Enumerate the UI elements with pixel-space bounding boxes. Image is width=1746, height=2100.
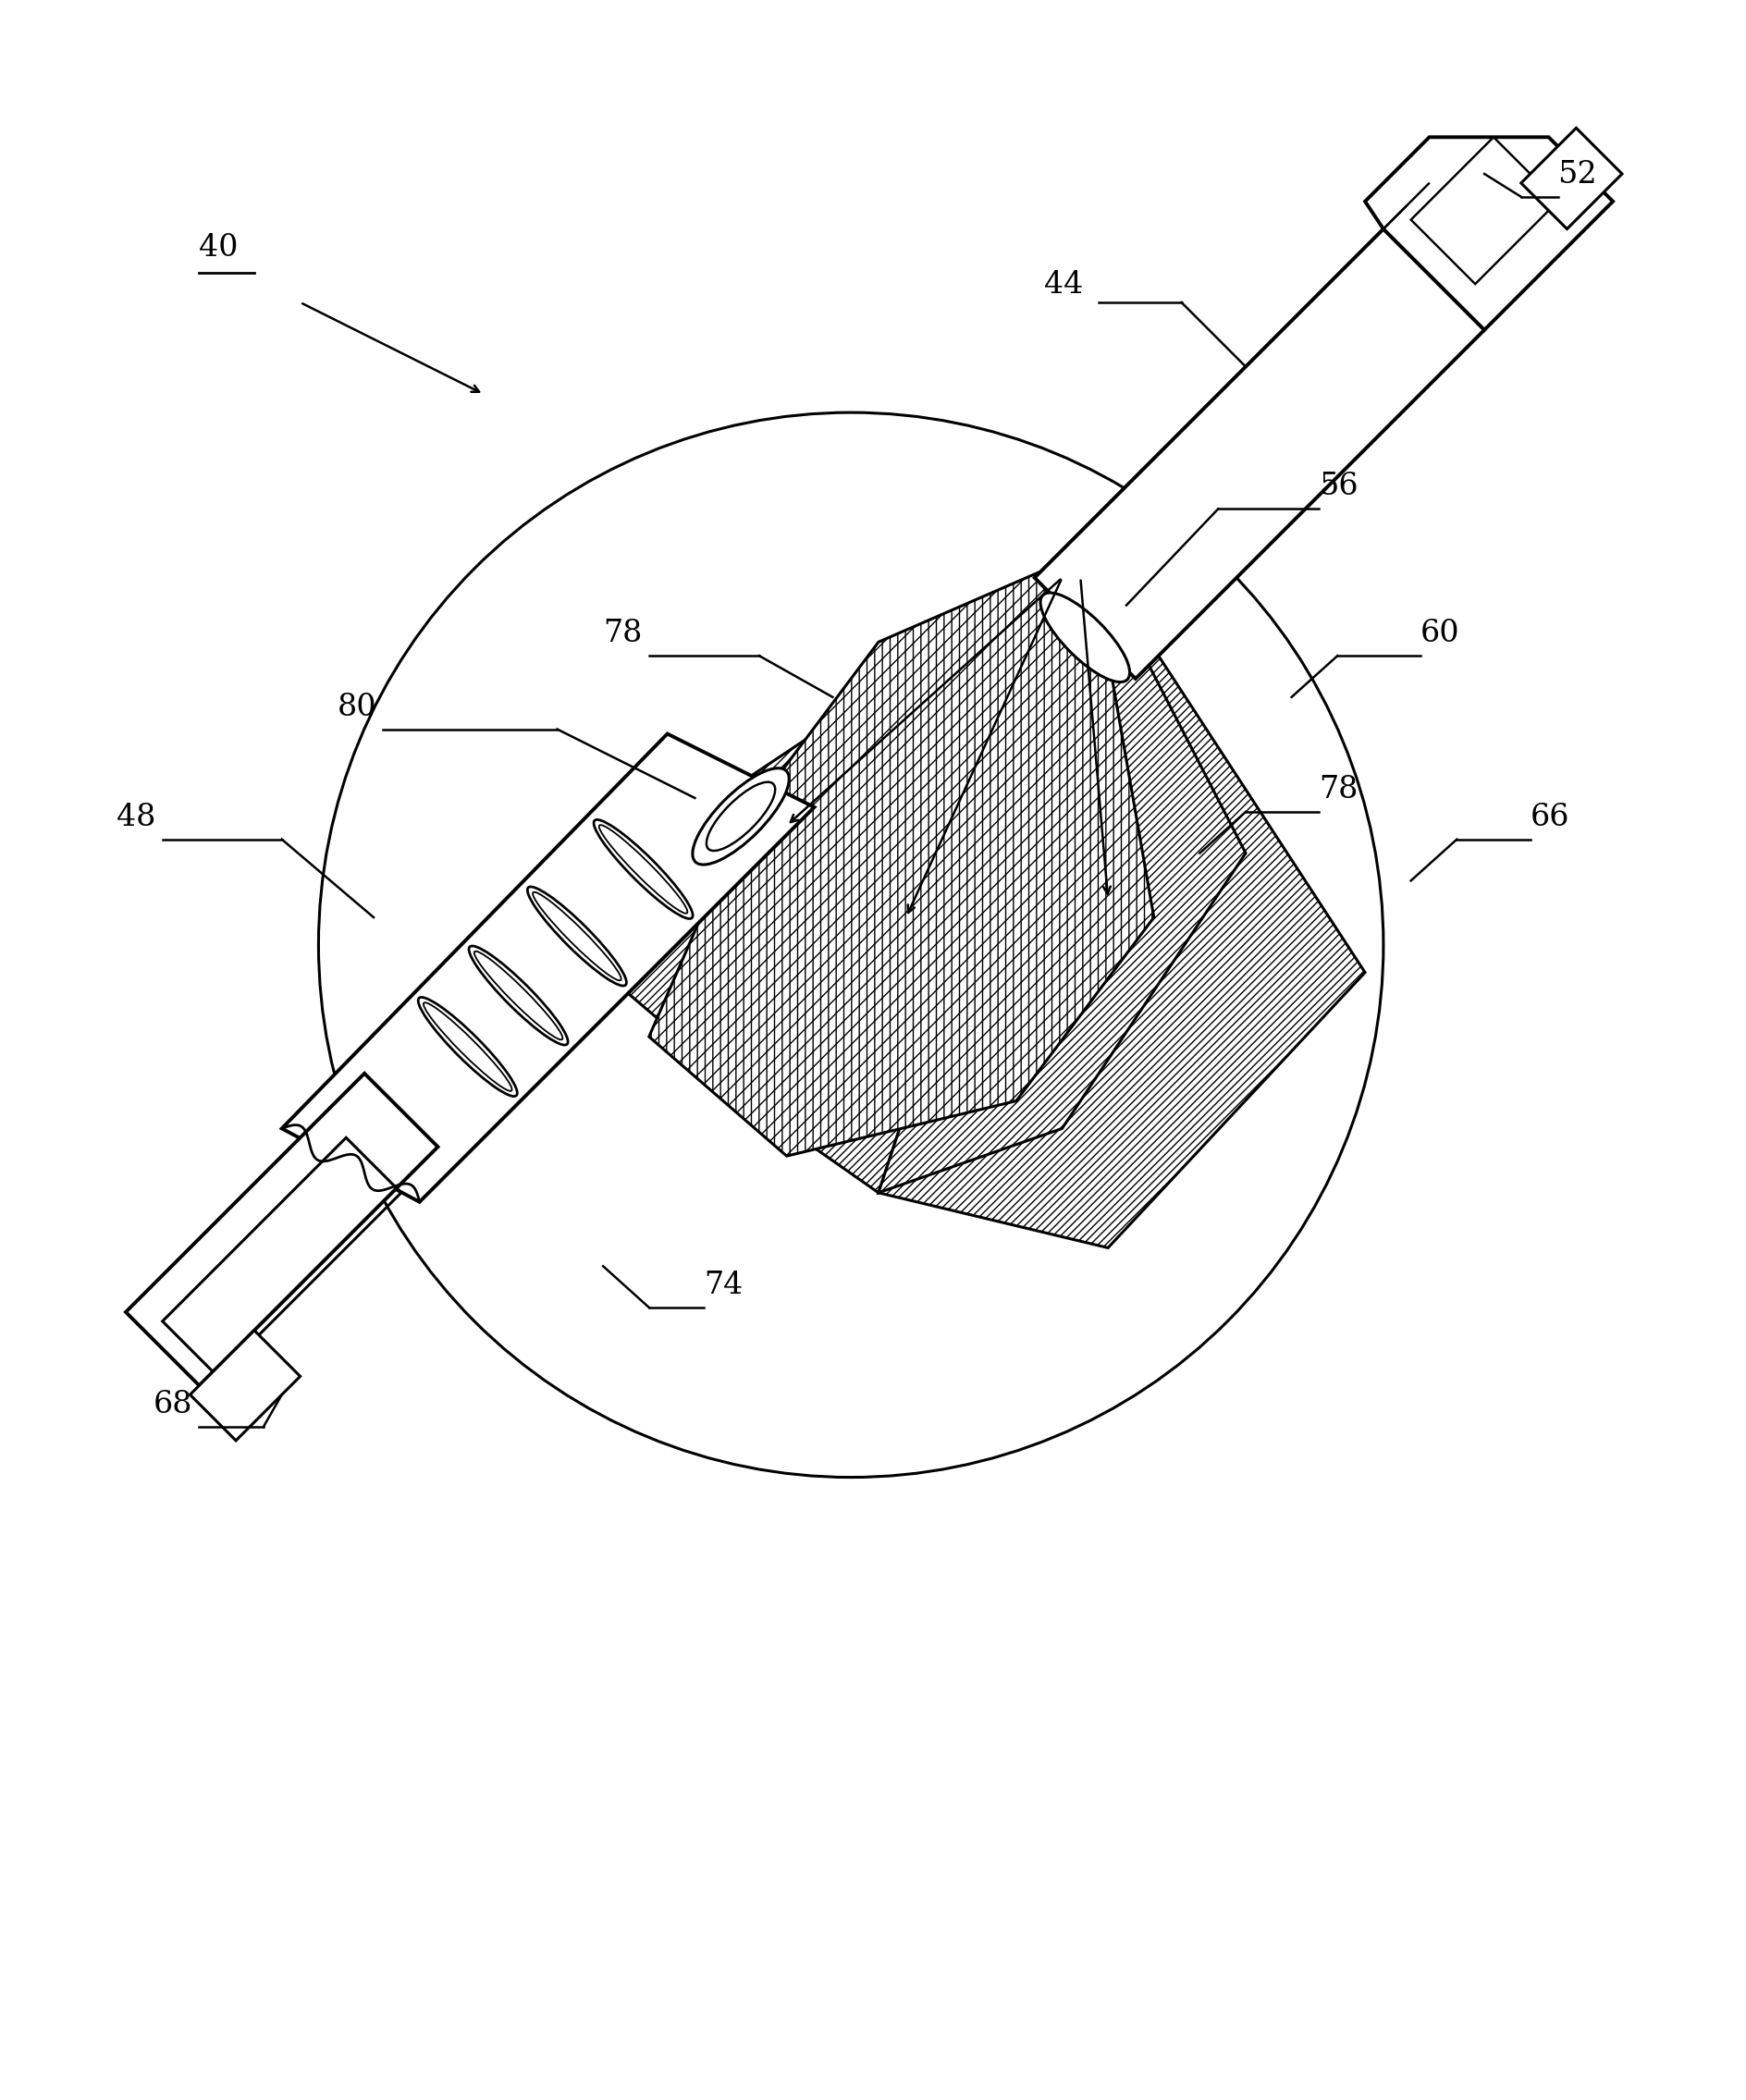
- Ellipse shape: [1041, 592, 1130, 683]
- Text: 48: 48: [117, 802, 155, 832]
- Ellipse shape: [693, 769, 789, 865]
- Polygon shape: [540, 550, 1090, 1193]
- Text: 78: 78: [1320, 775, 1358, 804]
- Polygon shape: [878, 550, 1365, 1247]
- Text: 60: 60: [1419, 620, 1460, 649]
- Text: 80: 80: [337, 693, 377, 722]
- Text: 52: 52: [1557, 160, 1598, 189]
- Text: 74: 74: [704, 1270, 744, 1300]
- Polygon shape: [1035, 229, 1484, 678]
- Text: 40: 40: [199, 233, 239, 262]
- Text: 78: 78: [602, 620, 643, 649]
- Polygon shape: [190, 1331, 300, 1441]
- Polygon shape: [281, 733, 814, 1201]
- Polygon shape: [1521, 128, 1622, 229]
- Text: 66: 66: [1529, 802, 1570, 832]
- Text: 56: 56: [1320, 473, 1358, 502]
- Text: 68: 68: [154, 1390, 192, 1420]
- Polygon shape: [1365, 136, 1613, 330]
- Polygon shape: [126, 1073, 438, 1386]
- Text: 44: 44: [1044, 271, 1083, 300]
- Polygon shape: [878, 550, 1245, 1193]
- Polygon shape: [650, 550, 1154, 1155]
